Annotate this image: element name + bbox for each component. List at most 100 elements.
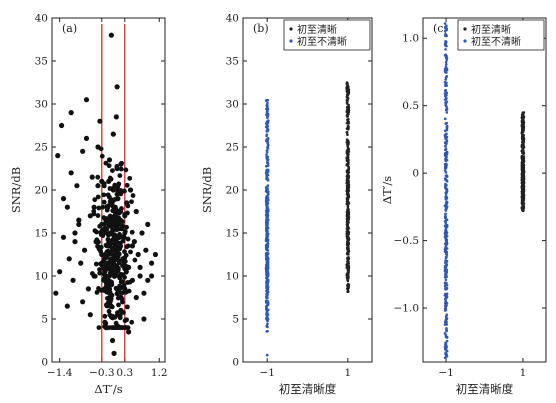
data-point (137, 273, 143, 279)
data-point (143, 247, 149, 253)
data-point (266, 291, 269, 294)
data-point (443, 348, 447, 351)
data-point (345, 95, 349, 99)
data-point (266, 191, 270, 194)
data-point (444, 141, 447, 145)
data-point (265, 134, 268, 138)
data-point (521, 161, 524, 165)
data-point (444, 108, 448, 112)
x-axis-label: 初至清晰度 (456, 382, 514, 396)
data-point (346, 234, 350, 237)
data-point (345, 232, 349, 235)
data-point (116, 294, 122, 300)
data-point (265, 204, 269, 208)
data-point (444, 158, 448, 162)
data-point (444, 344, 447, 348)
data-point (444, 204, 448, 207)
data-point (444, 68, 447, 71)
data-point (115, 185, 120, 190)
data-point (347, 150, 351, 153)
data-point (145, 277, 151, 283)
panel-a: 0 5 10 15 20 25 30 35 40 −1.4 −0.3 0.3 1.2 ΔT′/s SNR/d… (9, 13, 168, 397)
data-point (347, 110, 350, 113)
data-point (444, 333, 448, 337)
legend-entry: 初至清晰 (471, 23, 511, 36)
data-point (265, 140, 269, 143)
data-point (266, 325, 269, 329)
panel-label: (b) (253, 22, 269, 35)
data-point (346, 252, 350, 256)
y-tick-label: 0 (412, 168, 419, 180)
data-point (106, 295, 111, 301)
data-point (265, 286, 268, 290)
legend-entry: 初至不清晰 (297, 35, 347, 48)
y-tick-label: 0 (41, 357, 48, 369)
legend-entry: 初至不清晰 (471, 35, 521, 48)
data-point (445, 58, 449, 62)
legend-marker (463, 39, 467, 43)
x-tick-label: 1 (520, 367, 527, 379)
data-point (444, 192, 448, 196)
data-point (264, 186, 268, 189)
x-tick-label: −1.4 (47, 367, 73, 379)
data-point (443, 22, 447, 25)
data-point (117, 315, 123, 321)
data-point (89, 174, 95, 180)
data-point (346, 205, 350, 209)
plot-frame (422, 17, 547, 363)
data-point (116, 260, 122, 266)
plot-frame (242, 17, 373, 363)
data-point (445, 329, 448, 332)
data-point (444, 314, 448, 318)
data-point (103, 325, 109, 330)
data-point (521, 149, 524, 153)
data-point (346, 214, 350, 218)
data-point (111, 325, 117, 330)
data-point (129, 243, 136, 249)
data-point (444, 27, 448, 30)
data-point (148, 260, 155, 266)
data-point (121, 310, 126, 315)
data-point (521, 127, 525, 130)
data-point (522, 114, 525, 118)
data-point (108, 249, 114, 255)
data-point (78, 260, 84, 266)
data-point (445, 323, 449, 326)
data-point (266, 163, 270, 167)
data-point (266, 142, 269, 145)
data-point (122, 230, 128, 236)
legend-marker (289, 39, 293, 43)
data-point (443, 250, 447, 254)
data-point (60, 196, 67, 202)
data-point (265, 307, 268, 311)
outlier-point (265, 353, 269, 357)
data-point (345, 222, 349, 226)
data-point (76, 217, 82, 223)
data-point (266, 161, 269, 165)
data-point (522, 151, 526, 155)
data-point (119, 160, 125, 166)
data-point (444, 304, 447, 308)
data-point (265, 177, 269, 181)
data-point (109, 186, 115, 192)
data-point (266, 201, 270, 205)
data-point (265, 171, 269, 175)
data-point (266, 193, 270, 196)
data-point (345, 127, 349, 130)
data-point (83, 97, 90, 103)
data-point (145, 221, 151, 227)
data-point (123, 289, 129, 295)
data-point (135, 251, 141, 258)
data-point (121, 283, 127, 288)
data-point (521, 158, 525, 162)
data-point (124, 224, 129, 230)
data-point (265, 104, 269, 107)
y-tick-label: 40 (35, 13, 48, 25)
data-point (131, 239, 137, 245)
y-tick-label: −0.5 (394, 235, 420, 247)
data-point (96, 205, 102, 211)
data-point (148, 273, 155, 279)
